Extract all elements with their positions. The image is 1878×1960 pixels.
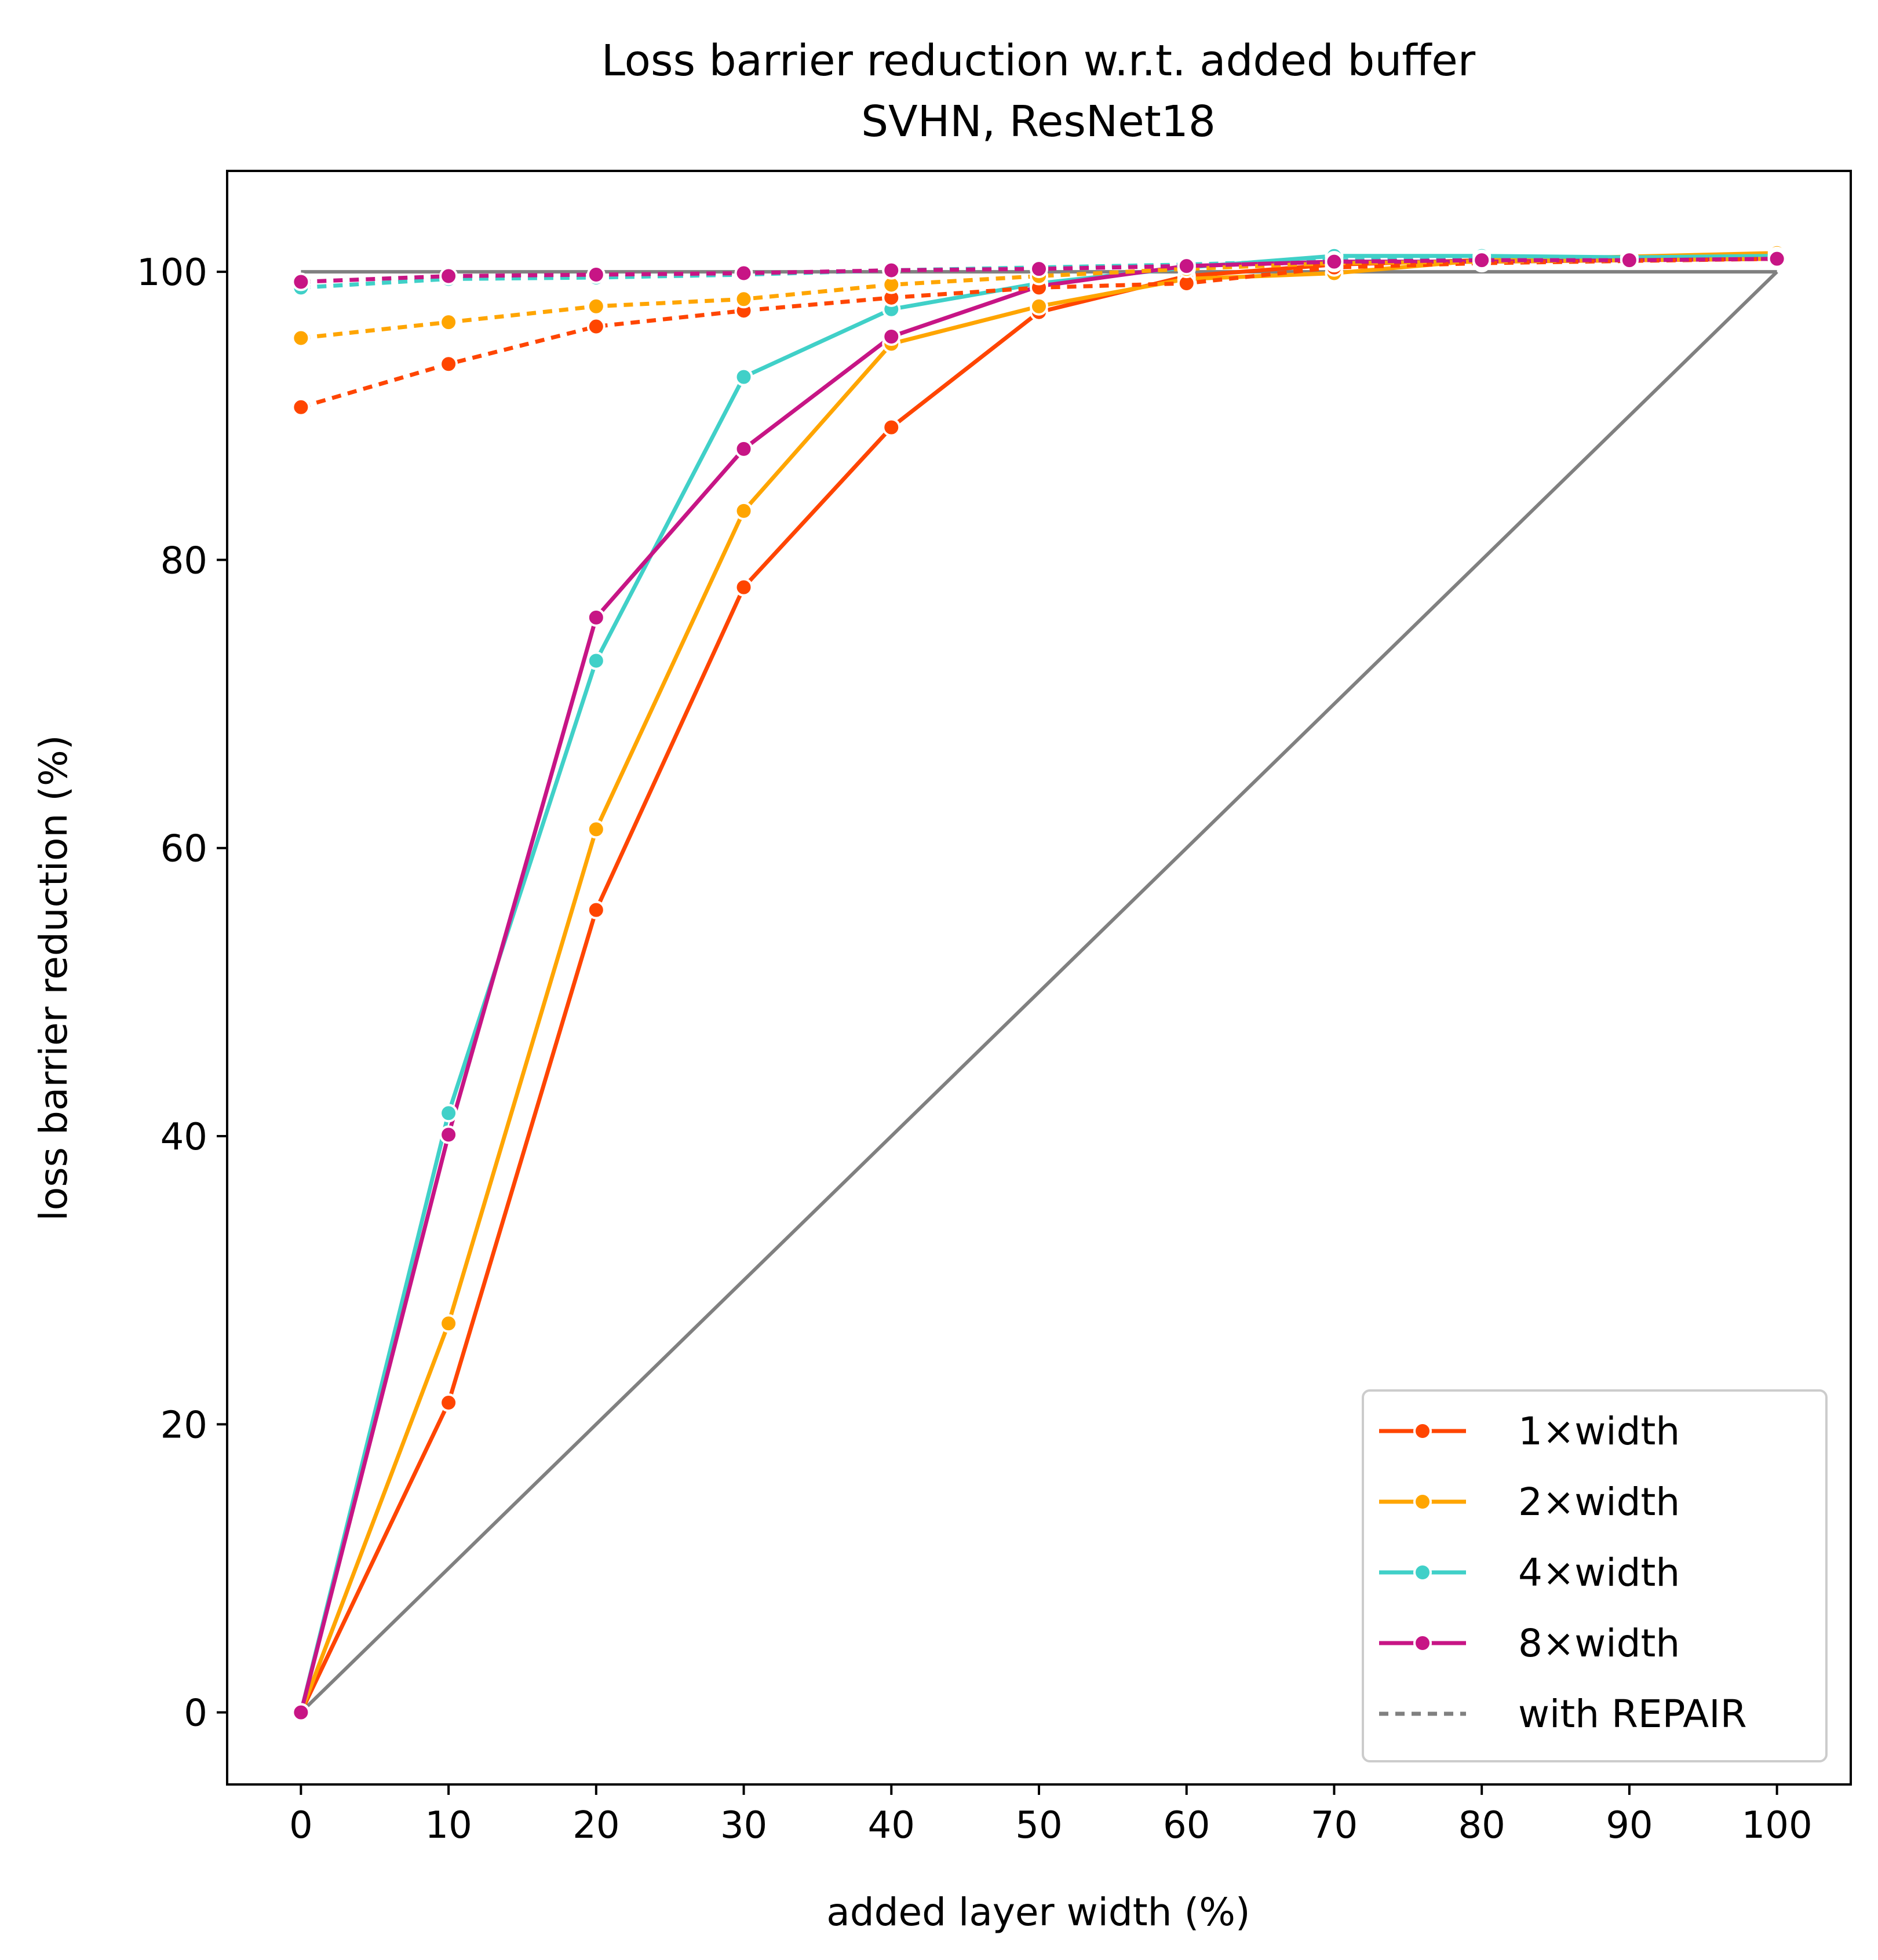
data-point-0-2 [586,900,606,919]
data-point-7-3 [734,264,753,283]
series-markers [291,243,1786,1722]
x-tick-label: 40 [868,1804,915,1847]
data-point-7-10 [1767,249,1786,268]
y-axis: 0 20 40 60 80 100 [137,251,227,1735]
legend-marker-2 [1413,1563,1432,1582]
data-point-7-5 [1030,260,1048,279]
data-point-2-1 [439,1104,458,1123]
data-point-1-2 [586,820,606,839]
x-tick-label: 30 [720,1804,767,1847]
data-point-3-2 [586,608,606,627]
data-point-7-2 [586,265,606,284]
data-point-4-1 [439,355,458,374]
legend-label-3: 8×width [1518,1621,1680,1666]
y-tick-label: 20 [161,1404,207,1447]
data-point-3-0 [291,1703,311,1722]
y-tick-label: 40 [161,1116,207,1159]
x-tick-label: 20 [572,1804,619,1847]
x-axis: 0 10 20 30 40 50 60 70 80 90 100 [289,1784,1813,1847]
chart-title: Loss barrier reduction w.r.t. added buff… [601,36,1476,86]
data-point-7-7 [1325,252,1344,271]
legend-label-2: 4×width [1518,1550,1680,1595]
data-point-7-9 [1620,251,1639,270]
data-point-0-1 [439,1393,458,1412]
data-point-5-1 [439,313,458,332]
legend-marker-0 [1413,1422,1432,1440]
data-point-0-3 [734,578,753,597]
data-point-1-1 [439,1314,458,1333]
reference-line-0 [300,270,1778,1714]
x-tick-label: 60 [1163,1804,1210,1847]
legend: 1×width 2×width 4×width 8×width with REPAIR [1362,1389,1828,1762]
x-tick-label: 90 [1606,1804,1653,1847]
x-tick-label: 80 [1458,1804,1505,1847]
y-tick-label: 80 [161,539,207,582]
data-point-7-4 [882,261,901,280]
legend-marker-1 [1413,1492,1432,1511]
data-point-7-1 [439,267,458,286]
x-tick-label: 100 [1742,1804,1813,1847]
data-point-3-1 [439,1125,458,1144]
data-point-0-4 [882,418,901,437]
data-point-1-3 [734,501,753,520]
y-axis-label: loss barrier reduction (%) [31,735,76,1221]
data-point-7-6 [1177,257,1196,276]
legend-label-4: with REPAIR [1518,1692,1747,1736]
y-tick-label: 100 [137,251,207,294]
data-point-7-0 [291,272,311,291]
x-tick-label: 10 [425,1804,472,1847]
data-point-7-8 [1472,251,1492,270]
legend-label-1: 2×width [1518,1480,1680,1524]
x-tick-label: 50 [1015,1804,1062,1847]
y-tick-label: 60 [161,828,207,871]
x-axis-label: added layer width (%) [826,1890,1250,1935]
data-point-1-5 [1030,297,1048,316]
data-point-2-3 [734,367,753,386]
legend-marker-3 [1413,1634,1432,1652]
data-point-4-0 [291,397,311,417]
y-tick-label: 0 [184,1692,207,1735]
legend-box [1362,1389,1828,1762]
data-point-5-0 [291,329,311,348]
data-point-4-2 [586,317,606,336]
data-point-5-2 [586,297,606,316]
data-point-2-2 [586,651,606,670]
x-tick-label: 70 [1311,1804,1358,1847]
legend-label-0: 1×width [1518,1409,1680,1454]
data-point-3-3 [734,439,753,458]
series-line-4-repair [300,257,1777,410]
chart-subtitle: SVHN, ResNet18 [861,97,1216,147]
x-tick-label: 0 [289,1804,313,1847]
data-point-3-4 [882,327,901,346]
data-point-5-3 [734,290,753,309]
